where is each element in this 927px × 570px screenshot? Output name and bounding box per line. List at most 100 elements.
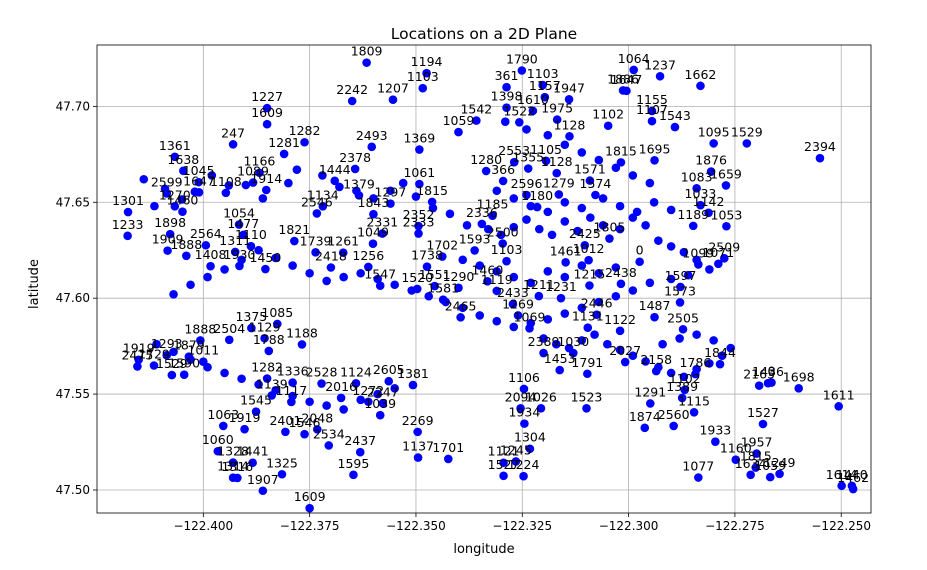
data-point [422,262,432,272]
point-label: 1398 [491,89,523,104]
data-point [705,359,714,368]
point-label: 2599 [151,174,183,189]
data-point [375,281,385,291]
data-point [502,103,511,113]
data-point [683,270,693,280]
x-tick-label: −122.250 [811,519,871,533]
data-point [705,265,714,274]
data-point [611,291,621,301]
data-point [386,199,395,208]
point-label: 1487 [639,298,671,313]
point-label: 1436 [752,364,784,379]
data-point [177,195,187,204]
point-label: 1547 [364,267,396,282]
data-point [443,454,453,464]
data-point [628,351,638,361]
point-label: 1930 [224,247,256,262]
point-label: 2433 [497,285,529,300]
data-point [628,286,638,295]
point-label: 1059 [443,113,475,128]
data-point [492,316,502,326]
point-label: 1089 [237,164,269,179]
data-point [594,155,604,165]
data-point [362,58,371,67]
axes-frame [96,44,872,514]
point-label: 1270 [159,187,191,202]
point-label: 1194 [411,54,443,69]
data-point [123,207,133,217]
data-point [194,177,203,187]
data-point [519,384,529,394]
point-label: 1698 [783,369,815,384]
data-point [297,340,307,349]
point-label: 1102 [592,107,624,122]
point-label: 1355 [512,150,544,165]
data-point [848,484,858,494]
point-label: 1408 [195,247,227,262]
point-label: 1805 [594,220,626,235]
data-point [312,209,322,218]
data-point [279,149,289,159]
data-point [666,368,676,378]
data-point [288,261,297,270]
data-point [645,278,655,288]
point-label: 1898 [154,215,186,230]
data-point [462,220,472,230]
data-point [458,255,468,265]
point-label: 2504 [213,321,245,336]
point-label: 2333 [403,215,435,230]
point-label: 1054 [223,206,255,221]
data-point [615,224,625,234]
point-label: 1786 [679,355,711,370]
point-label: 1085 [261,305,293,320]
data-point [539,348,548,358]
point-label: 1634 [735,456,767,471]
data-point [498,239,508,248]
point-label: 1293 [151,336,183,351]
data-point [499,471,508,481]
data-point [580,240,590,250]
point-label: 1843 [358,195,390,210]
data-point [522,190,531,200]
data-point [254,380,263,389]
data-point [273,319,282,329]
point-label: 1060 [202,432,234,447]
data-point [369,209,378,219]
point-label: 1207 [377,81,409,96]
point-label: 2425 [569,226,601,241]
point-label: 1115 [678,393,710,408]
point-label: 2465 [445,298,477,313]
data-point [284,178,293,188]
data-point [560,217,570,226]
data-point [186,280,195,290]
point-label: 2418 [315,248,347,263]
data-point [207,171,217,180]
x-tick-label: −122.325 [492,519,552,533]
data-point [519,471,528,481]
point-label: 2546 [301,194,333,209]
point-label: 2158 [640,352,672,367]
data-point [349,470,358,480]
data-point [375,410,385,420]
data-point [384,376,394,386]
data-point [751,463,761,472]
data-point [632,207,642,217]
data-point [378,398,388,408]
point-label: 1233 [112,217,144,232]
data-point [655,71,665,81]
point-label: 2401 [269,413,301,428]
point-label: 1460 [167,193,199,208]
point-label: 1121 [488,444,520,459]
data-point [500,117,510,127]
data-point [694,260,703,269]
data-point [483,277,492,286]
data-point [721,181,731,190]
data-point [475,311,485,320]
point-label: 247 [221,125,245,140]
data-point [390,384,399,393]
data-point [583,323,593,333]
y-tick-label: 47.50 [56,483,90,497]
data-point [481,166,491,176]
point-label: 1375 [235,309,267,324]
data-point [520,419,529,428]
